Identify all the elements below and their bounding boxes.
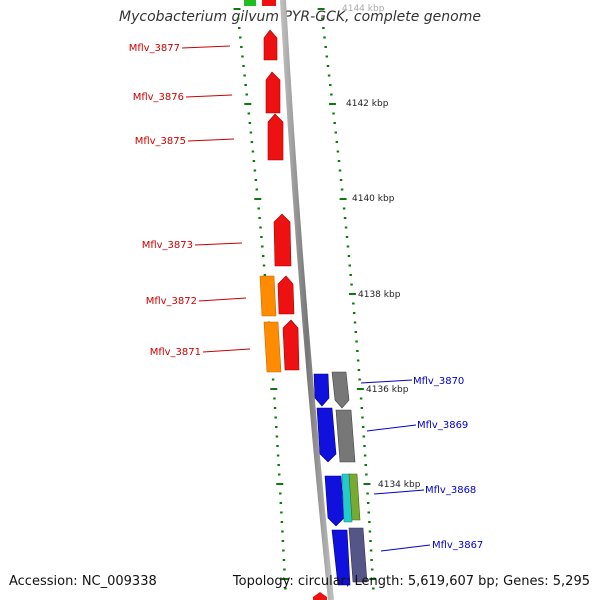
- topology-text: Topology: circular; Length: 5,619,607 bp…: [232, 574, 590, 589]
- gene-red-c: [282, 319, 300, 371]
- leader-mflv-3869: [366, 424, 417, 432]
- ruler-label-4138: 4138 kbp: [358, 290, 401, 300]
- label-mflv-3877: Mflv_3877: [129, 43, 180, 54]
- leader-mflv-3868: [373, 489, 425, 495]
- ruler-label-4134: 4134 kbp: [378, 480, 421, 490]
- label-mflv-3872: Mflv_3872: [146, 296, 197, 307]
- ruler-label-4140: 4140 kbp: [352, 194, 395, 204]
- gene-grey-a: [331, 371, 350, 409]
- leader-mflv-3876: [185, 94, 233, 98]
- gene-grey-b: [335, 409, 356, 463]
- label-mflv-3870: Mflv_3870: [413, 376, 464, 387]
- genome-backbone: [280, 0, 334, 600]
- gene-mflv-3872: [259, 275, 277, 317]
- gene-olive: [348, 473, 361, 521]
- leader-mflv-3873: [194, 242, 243, 246]
- label-mflv-3876: Mflv_3876: [133, 92, 184, 103]
- label-mflv-3871: Mflv_3871: [150, 347, 201, 358]
- leader-mflv-3877: [181, 45, 231, 49]
- leader-mflv-3872: [198, 297, 247, 302]
- gene-mflv-3867: [331, 529, 351, 586]
- gene-mflv-3868: [324, 475, 345, 527]
- gene-red-b: [277, 275, 295, 315]
- gene-mflv-3877: [263, 29, 278, 61]
- gene-mflv-3869: [316, 407, 337, 463]
- leader-mflv-3870: [360, 379, 413, 384]
- label-mflv-3873: Mflv_3873: [142, 240, 193, 251]
- label-mflv-3868: Mflv_3868: [425, 485, 476, 496]
- ruler-label-4144: 4144 kbp: [342, 4, 385, 14]
- gene-mflv-3870: [313, 373, 330, 407]
- gene-mflv-3875: [267, 113, 284, 161]
- ruler-label-4142: 4142 kbp: [346, 99, 389, 109]
- gene-partial-red-bottom: [313, 592, 327, 600]
- leader-mflv-3875: [187, 138, 235, 142]
- accession-text: Accession: NC_009338: [9, 574, 157, 589]
- leader-mflv-3871: [202, 348, 251, 353]
- gene-mflv-3871: [263, 321, 282, 373]
- label-mflv-3867: Mflv_3867: [432, 540, 483, 551]
- label-mflv-3875: Mflv_3875: [135, 136, 186, 147]
- label-mflv-3869: Mflv_3869: [417, 420, 468, 431]
- gene-partial-green: [244, 0, 256, 6]
- leader-mflv-3867: [380, 544, 431, 552]
- outer-tick-row: [317, 8, 377, 590]
- gene-mflv-3873: [273, 213, 292, 267]
- ruler-label-4136: 4136 kbp: [366, 385, 409, 395]
- gene-mflv-3876: [265, 71, 281, 114]
- map-title: Mycobacterium gilvum PYR-GCK, complete g…: [119, 9, 481, 25]
- gene-slate: [348, 527, 368, 583]
- gene-partial-red-top: [262, 0, 276, 6]
